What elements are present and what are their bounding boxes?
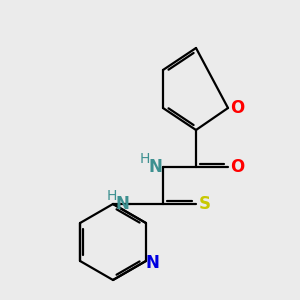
Text: N: N [148,158,162,176]
Text: O: O [230,99,244,117]
Text: H: H [107,189,117,203]
Text: S: S [199,195,211,213]
Text: N: N [146,254,160,272]
Text: O: O [230,158,244,176]
Text: N: N [115,195,129,213]
Text: H: H [140,152,150,166]
